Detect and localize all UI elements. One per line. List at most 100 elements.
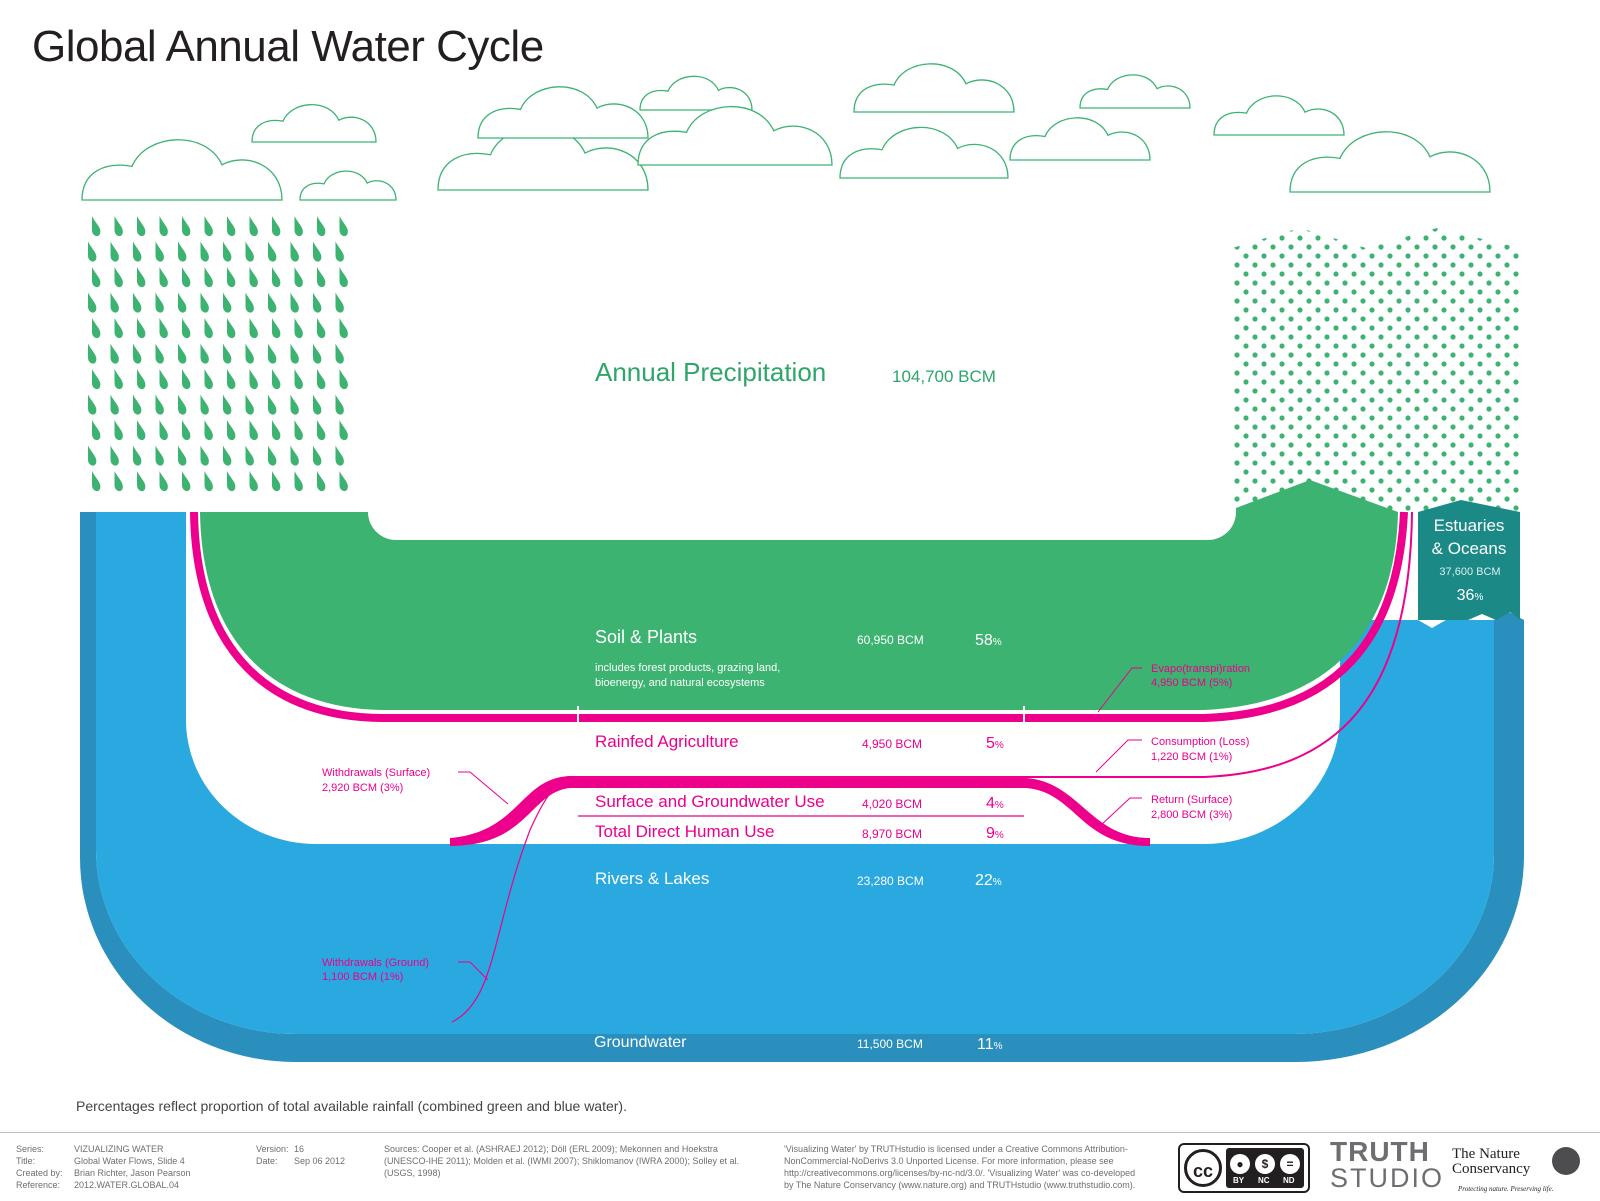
- rain-drop-icon: [227, 318, 236, 339]
- rain-drop-icon: [92, 267, 101, 288]
- cloud-icon: [1213, 95, 1345, 136]
- cc-badges: ● $ = BY NC ND: [1226, 1148, 1304, 1188]
- soil-plants-pct: 58%: [975, 632, 1002, 649]
- rain-drop-icon: [155, 445, 164, 466]
- rain-drop-icon: [317, 216, 326, 237]
- withdrawals-surface-annotation-2: 2,920 BCM (3%): [322, 782, 403, 794]
- date-value: Sep 06 2012: [294, 1156, 346, 1166]
- by-icon: ●: [1230, 1154, 1250, 1174]
- rain-drop-icon: [317, 420, 326, 441]
- rain-drop-icon: [313, 445, 322, 466]
- footer-meta: Series: VIZUALIZING WATER Title: Global Wa…: [16, 1143, 191, 1191]
- rain-drop-icon: [272, 420, 281, 441]
- rain-drop-icon: [223, 343, 232, 364]
- rain-drop-icon: [110, 292, 119, 313]
- rain-drop-icon: [335, 343, 344, 364]
- total-direct-use-pct: 9%: [986, 825, 1004, 842]
- soil-plants-pct-unit: %: [993, 637, 1002, 648]
- groundwater-pct: 11%: [977, 1036, 1003, 1053]
- rain-drop-icon: [290, 343, 299, 364]
- rain-drop-icon: [317, 318, 326, 339]
- estuaries-label-1: Estuaries: [1434, 516, 1505, 535]
- rain-drop-icon: [290, 394, 299, 415]
- footer-sources: Sources: Cooper et al. (ASHRAEJ 2012); D…: [384, 1143, 764, 1179]
- rain-drop-icon: [272, 318, 281, 339]
- license-line-1: 'Visualizing Water' by TRUTHstudio is li…: [784, 1144, 1128, 1154]
- withdrawals-surface-flow: [450, 776, 570, 846]
- rain-drop-icon: [137, 216, 146, 237]
- clouds: [81, 63, 1491, 201]
- series-label: Series:: [16, 1144, 45, 1154]
- truth-studio-logo-line-1: TRUTH: [1330, 1136, 1430, 1167]
- rivers-lakes-pct-unit: %: [993, 877, 1002, 888]
- precipitation-label: Annual Precipitation: [595, 357, 826, 387]
- rain-drop-icon: [92, 216, 101, 237]
- footnote: Percentages reflect proportion of total …: [76, 1098, 627, 1114]
- nd-icon: =: [1280, 1154, 1300, 1174]
- rain-drop-icon: [227, 471, 236, 492]
- rain-drop-icon: [133, 394, 142, 415]
- estuaries-pct-unit: %: [1474, 592, 1483, 603]
- rain-drop-icon: [88, 445, 97, 466]
- estuaries-box: [1418, 500, 1520, 620]
- soil-plants-sub-2: bioenergy, and natural ecosystems: [595, 677, 765, 689]
- rain-drop-icon: [114, 369, 123, 390]
- rain-drop-icon: [339, 267, 348, 288]
- rain-drop-icon: [249, 216, 258, 237]
- return-annotation-1: Return (Surface): [1151, 794, 1232, 806]
- rivers-lakes-label: Rivers & Lakes: [595, 869, 709, 888]
- consumption-flow: [1026, 511, 1413, 778]
- creative-commons-logo: cc ● $ = BY NC ND: [1178, 1143, 1310, 1193]
- rain-drop-icon: [313, 394, 322, 415]
- rain-drop-icon: [268, 394, 277, 415]
- rain-drop-icon: [114, 216, 123, 237]
- nc-label: NC: [1258, 1176, 1270, 1185]
- rain-drop-icon: [178, 241, 187, 262]
- rain-drop-icon: [159, 369, 168, 390]
- rain-drop-icon: [245, 394, 254, 415]
- soil-plants-label: Soil & Plants: [595, 627, 697, 647]
- rain-drop-icon: [133, 343, 142, 364]
- withdrawals-ground-annotation-1: Withdrawals (Ground): [322, 957, 429, 969]
- rain-drop-icon: [110, 394, 119, 415]
- rain-drop-icon: [114, 420, 123, 441]
- surface-groundwater-use-label: Surface and Groundwater Use: [595, 792, 825, 811]
- estuaries-pct-number: 36: [1457, 587, 1475, 604]
- rain-drop-icon: [133, 241, 142, 262]
- rain-drop-icon: [339, 318, 348, 339]
- tnc-leaf-icon: [1552, 1147, 1580, 1175]
- rain-drop-icon: [155, 394, 164, 415]
- rain-drop-icon: [182, 471, 191, 492]
- rain-drop-icon: [204, 267, 213, 288]
- groundwater-value: 11,500 BCM: [857, 1037, 923, 1051]
- version-label: Version:: [256, 1144, 289, 1154]
- rain-drop-icon: [313, 292, 322, 313]
- soil-plants-sub-1: includes forest products, grazing land,: [595, 662, 780, 674]
- rain-drop-icon: [110, 241, 119, 262]
- license-line-2: NonCommercial-NoDerivs 3.0 Unported Lice…: [784, 1156, 1114, 1166]
- rain-drop-icon: [268, 241, 277, 262]
- rain-drop-icon: [294, 318, 303, 339]
- nature-conservancy-logo: The Nature Conservancy: [1452, 1147, 1530, 1177]
- withdrawals-ground-flow: [451, 781, 571, 1023]
- return-annotation-2: 2,800 BCM (3%): [1151, 809, 1232, 821]
- rainfed-pct-unit: %: [995, 740, 1004, 751]
- rain-drop-icon: [137, 318, 146, 339]
- cloud-icon: [839, 126, 1009, 179]
- total-direct-use-pct-number: 9: [986, 825, 995, 842]
- groundwater-band-left-edge: [80, 512, 96, 520]
- reference-value: 2012.WATER.GLOBAL.04: [74, 1180, 180, 1190]
- page-title: Global Annual Water Cycle: [32, 22, 544, 71]
- surface-groundwater-use-pct-number: 4: [986, 795, 995, 812]
- rain-drop-icon: [317, 369, 326, 390]
- cloud-icon: [81, 139, 283, 201]
- rain-drop-icon: [178, 445, 187, 466]
- cloud-icon: [637, 105, 833, 166]
- rain-drop-icon: [223, 241, 232, 262]
- evapotranspiration-outline: [190, 511, 1408, 722]
- rain-drop-icon: [339, 369, 348, 390]
- rainfed-label: Rainfed Agriculture: [595, 732, 739, 751]
- surface-groundwater-use-pct: 4%: [986, 795, 1004, 812]
- rain-drop-icon: [178, 343, 187, 364]
- rain-drop-icon: [245, 292, 254, 313]
